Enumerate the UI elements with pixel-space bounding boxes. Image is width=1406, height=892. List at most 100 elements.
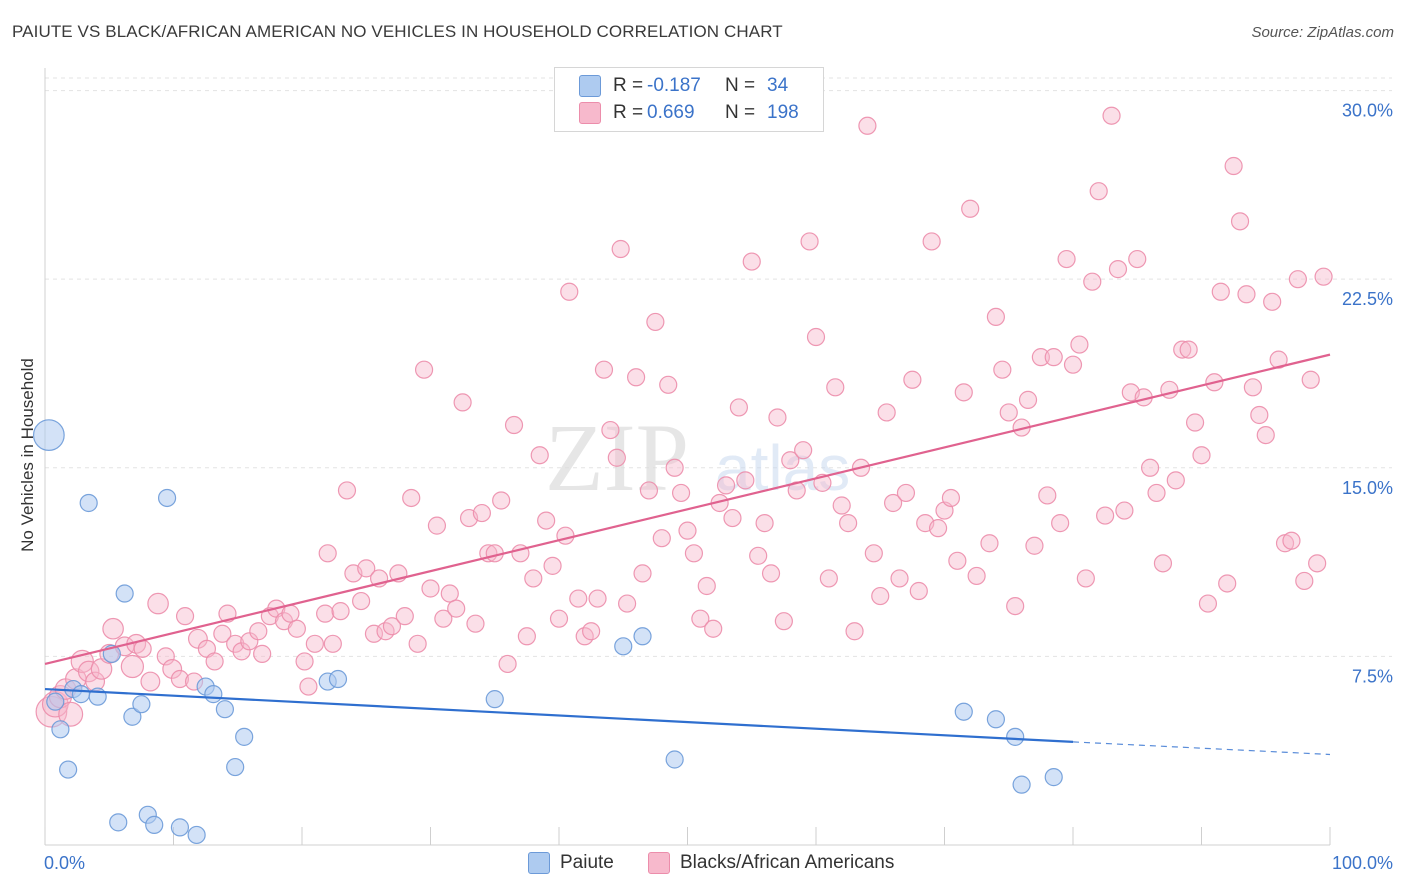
blacks-point bbox=[864, 544, 883, 563]
blacks-point bbox=[408, 634, 427, 653]
blacks-point bbox=[659, 375, 678, 394]
blacks-point bbox=[671, 483, 691, 503]
blacks-point bbox=[156, 647, 175, 666]
blacks-point bbox=[986, 307, 1006, 327]
blacks-point bbox=[421, 579, 440, 598]
legend-swatch-paiute bbox=[579, 75, 601, 97]
blacks-point bbox=[1063, 355, 1083, 374]
blacks-point bbox=[1166, 471, 1185, 490]
source-label: Source: ZipAtlas.com bbox=[1251, 24, 1394, 41]
blacks-point bbox=[318, 544, 337, 563]
paiute-point bbox=[170, 818, 190, 837]
paiute-point bbox=[109, 813, 128, 832]
blacks-point bbox=[295, 652, 314, 671]
blacks-point bbox=[742, 252, 761, 271]
blacks-point bbox=[1076, 569, 1095, 588]
blacks-point bbox=[524, 569, 543, 588]
series-legend: Paiute Blacks/African Americans bbox=[0, 850, 1406, 880]
blacks-point bbox=[402, 488, 421, 508]
paiute-point bbox=[614, 637, 633, 656]
legend-swatch-paiute bbox=[528, 852, 550, 874]
blacks-point bbox=[896, 483, 916, 503]
blacks-point bbox=[1147, 483, 1166, 503]
blacks-point bbox=[1192, 446, 1211, 465]
blacks-point bbox=[556, 526, 575, 545]
paiute-point bbox=[79, 493, 98, 513]
trend-lines bbox=[44, 353, 1331, 756]
blacks-point bbox=[1256, 425, 1275, 445]
legend-r-label: R = bbox=[613, 102, 644, 123]
blacks-point bbox=[684, 544, 704, 563]
legend-item-blacks[interactable]: Blacks/African Americans bbox=[648, 852, 894, 874]
paiute-point bbox=[226, 757, 245, 777]
blacks-point bbox=[626, 368, 646, 387]
paiute-point bbox=[115, 584, 134, 603]
blacks-point bbox=[549, 609, 569, 628]
blacks-point bbox=[364, 624, 384, 643]
paiute-point bbox=[32, 419, 65, 451]
blacks-point bbox=[903, 370, 922, 389]
blacks-point bbox=[543, 556, 562, 575]
blacks-point bbox=[749, 546, 768, 565]
blacks-point bbox=[253, 644, 272, 663]
blacks-point bbox=[77, 660, 100, 683]
blacks-point bbox=[357, 559, 376, 578]
blacks-point bbox=[102, 617, 124, 640]
y-tick-label: 30.0% bbox=[1342, 101, 1393, 121]
blacks-point bbox=[498, 654, 517, 674]
legend-r-value: 0.669 bbox=[647, 102, 695, 123]
blacks-point bbox=[447, 599, 466, 618]
blacks-point bbox=[352, 591, 371, 611]
blacks-point bbox=[1218, 574, 1237, 593]
blacks-point bbox=[170, 669, 190, 689]
blacks-point bbox=[781, 451, 800, 470]
paiute-point bbox=[204, 685, 223, 704]
blacks-point bbox=[774, 612, 793, 631]
paiute-point bbox=[1012, 775, 1031, 794]
blacks-point bbox=[147, 592, 169, 615]
blacks-point bbox=[504, 415, 524, 435]
blacks-point bbox=[922, 232, 941, 251]
paiute-point bbox=[1006, 727, 1025, 746]
blacks-point bbox=[941, 488, 961, 508]
legend-r-label: R = bbox=[613, 75, 644, 96]
blacks-point bbox=[961, 199, 980, 218]
blacks-point bbox=[331, 602, 350, 621]
blacks-point bbox=[323, 634, 342, 653]
blacks-point bbox=[967, 566, 986, 586]
blacks-point bbox=[646, 312, 665, 332]
legend-item-paiute[interactable]: Paiute bbox=[528, 852, 614, 874]
legend-r-value: -0.187 bbox=[647, 75, 701, 96]
blacks-point bbox=[1179, 340, 1198, 359]
blacks-point bbox=[691, 609, 710, 628]
blacks-point bbox=[1185, 413, 1205, 432]
paiute-point bbox=[633, 627, 652, 646]
blacks-point bbox=[826, 378, 845, 397]
blacks-point bbox=[1018, 390, 1038, 409]
blacks-point bbox=[1295, 571, 1314, 591]
blacks-point bbox=[1198, 594, 1218, 613]
blacks-point bbox=[723, 508, 742, 528]
blacks-point bbox=[729, 398, 749, 417]
blacks-point bbox=[582, 622, 601, 641]
blacks-point bbox=[1025, 536, 1044, 555]
blacks-point bbox=[560, 282, 579, 301]
blacks-point bbox=[697, 576, 716, 596]
blacks-point bbox=[427, 516, 447, 535]
blacks-point bbox=[213, 624, 232, 643]
paiute-point bbox=[123, 707, 142, 726]
blacks-point bbox=[1140, 458, 1160, 477]
paiute-point bbox=[145, 815, 164, 834]
blacks-point bbox=[800, 232, 819, 251]
blacks-point bbox=[928, 519, 948, 538]
paiute-point bbox=[665, 750, 684, 769]
blacks-point bbox=[1308, 554, 1327, 573]
blacks-point bbox=[601, 420, 620, 440]
paiute-point bbox=[986, 710, 1006, 729]
watermark: ZIP atlas bbox=[545, 404, 850, 511]
blacks-point bbox=[281, 604, 300, 623]
blacks-point bbox=[832, 496, 851, 515]
paiute-point bbox=[132, 695, 151, 714]
blacks-point bbox=[1282, 531, 1301, 550]
blacks-point bbox=[530, 446, 549, 465]
